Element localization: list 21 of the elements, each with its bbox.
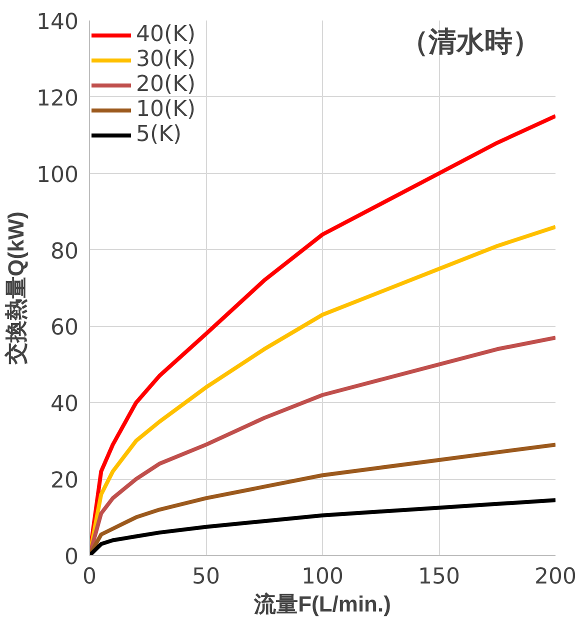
legend-label: 30(K) <box>136 47 196 72</box>
x-tick-label: 0 <box>82 564 96 590</box>
y-tick-label: 100 <box>36 162 79 188</box>
y-tick-label: 60 <box>50 316 79 341</box>
y-tick-label: 20 <box>50 468 79 494</box>
x-tick-label: 150 <box>418 564 460 590</box>
x-tick-label: 200 <box>534 564 577 590</box>
x-axis-title: 流量F(L/min.) <box>253 592 391 616</box>
legend-label: 20(K) <box>136 72 196 97</box>
x-tick-label: 50 <box>192 564 220 590</box>
legend-label: 10(K) <box>136 97 196 122</box>
y-tick-label: 140 <box>36 10 79 35</box>
y-tick-label: 120 <box>36 86 79 112</box>
y-tick-label: 80 <box>50 239 79 264</box>
legend-label: 5(K) <box>136 122 182 147</box>
y-axis-title: 交換熱量Q(kW) <box>4 212 29 366</box>
y-tick-label: 0 <box>64 545 79 570</box>
legend-label: 40(K) <box>136 22 196 47</box>
y-tick-label: 40 <box>50 392 79 418</box>
x-tick-label: 100 <box>302 564 344 590</box>
annotation: （清水時） <box>400 24 540 58</box>
